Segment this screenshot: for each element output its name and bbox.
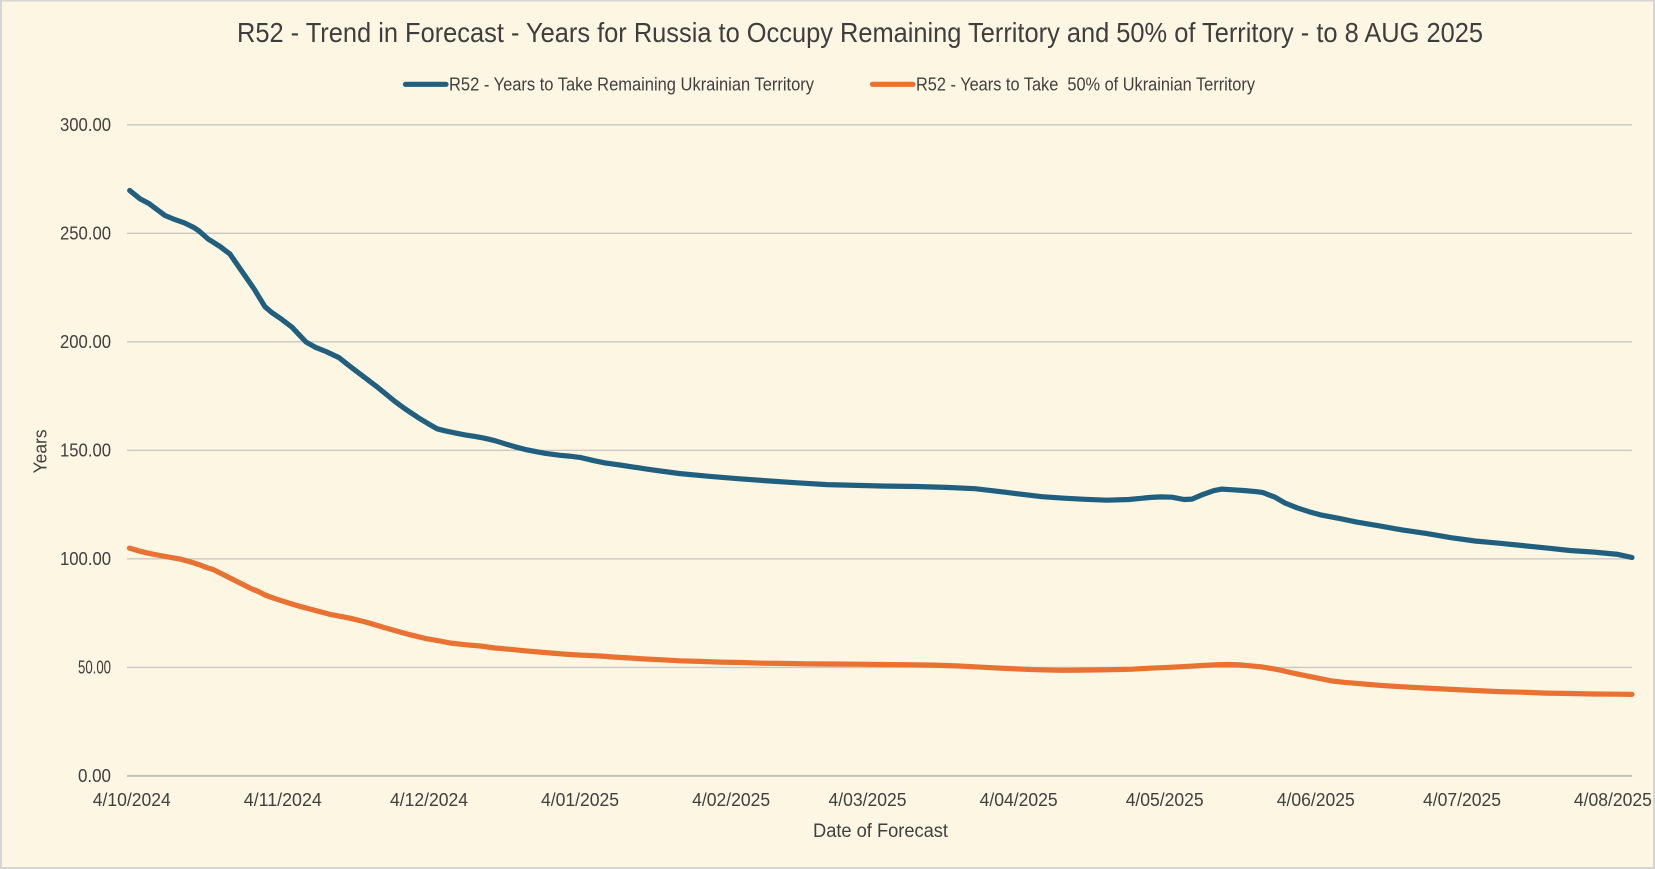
svg-text:4/02/2025: 4/02/2025 xyxy=(692,789,770,810)
svg-text:4/07/2025: 4/07/2025 xyxy=(1423,789,1501,810)
svg-text:R52 - Trend in Forecast - Year: R52 - Trend in Forecast - Years for Russ… xyxy=(237,16,1483,48)
svg-text:150.00: 150.00 xyxy=(60,439,111,460)
svg-text:50.00: 50.00 xyxy=(78,657,111,678)
svg-text:4/01/2025: 4/01/2025 xyxy=(541,789,619,810)
svg-text:4/11/2024: 4/11/2024 xyxy=(244,789,322,810)
svg-text:R52 - Years to Take 50% of Uk: R52 - Years to Take 50% of Ukrainian Ter… xyxy=(916,73,1256,94)
svg-text:4/12/2024: 4/12/2024 xyxy=(390,789,468,810)
svg-text:100.00: 100.00 xyxy=(60,548,111,569)
svg-text:4/08/2025: 4/08/2025 xyxy=(1574,789,1652,810)
svg-text:4/06/2025: 4/06/2025 xyxy=(1277,789,1355,810)
svg-text:4/04/2025: 4/04/2025 xyxy=(980,789,1058,810)
svg-text:Years: Years xyxy=(30,429,51,473)
svg-text:Date of Forecast: Date of Forecast xyxy=(813,821,949,842)
svg-text:R52 - Years to Take Remaining: R52 - Years to Take Remaining Ukrainian … xyxy=(449,73,815,94)
svg-text:4/05/2025: 4/05/2025 xyxy=(1126,789,1204,810)
svg-text:200.00: 200.00 xyxy=(60,331,111,352)
svg-text:250.00: 250.00 xyxy=(60,222,111,243)
svg-text:4/03/2025: 4/03/2025 xyxy=(829,789,907,810)
svg-text:4/10/2024: 4/10/2024 xyxy=(93,789,171,810)
svg-text:300.00: 300.00 xyxy=(60,114,111,135)
svg-text:0.00: 0.00 xyxy=(78,765,111,786)
